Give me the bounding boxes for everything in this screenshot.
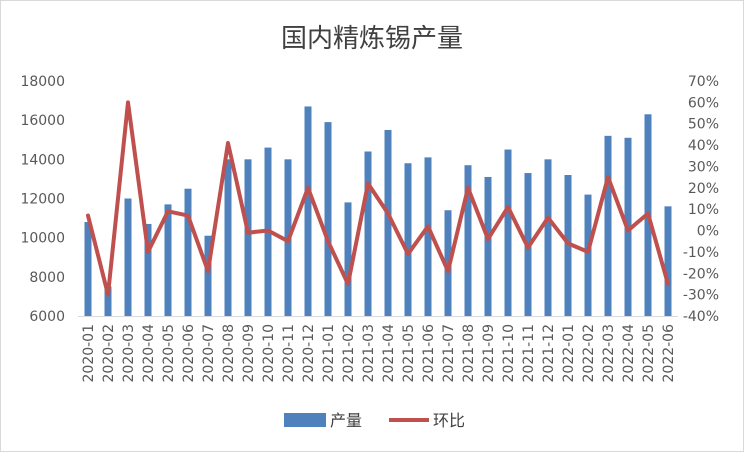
bar-2022-06 — [664, 206, 672, 316]
x-tick-label: 2021-09 — [481, 324, 497, 383]
bar-2021-09 — [484, 176, 492, 316]
legend: 产量 环比 — [284, 411, 465, 430]
bar-2021-01 — [324, 122, 332, 316]
x-tick-label: 2021-08 — [461, 324, 477, 383]
x-tick-label: 2021-01 — [321, 324, 337, 383]
y-right-tick-label: -20% — [683, 266, 719, 282]
x-tick-label: 2022-03 — [601, 324, 617, 383]
y-right-tick-label: -10% — [683, 245, 719, 261]
x-tick-label: 2022-01 — [561, 324, 577, 383]
x-tick-label: 2020-11 — [281, 324, 297, 383]
y-right-tick-label: 60% — [688, 95, 719, 111]
bar-2020-05 — [164, 204, 172, 316]
bar-2021-02 — [344, 202, 352, 316]
x-tick-label: 2021-11 — [521, 324, 537, 383]
bar-2020-12 — [304, 106, 312, 316]
x-tick-label: 2020-01 — [81, 324, 97, 383]
x-tick-label: 2020-09 — [241, 324, 257, 383]
bar-2020-03 — [124, 198, 132, 316]
y-right-tick-label: 0% — [697, 224, 719, 240]
y-right-tick-label: 50% — [688, 117, 719, 133]
x-tick-label: 2022-02 — [581, 324, 597, 383]
bar-2020-02 — [104, 286, 112, 316]
bar-2020-01 — [84, 222, 92, 316]
x-tick-label: 2020-02 — [101, 324, 117, 383]
y-left-tick-label: 6000 — [29, 309, 65, 325]
bar-2021-03 — [364, 151, 372, 316]
bar-2020-04 — [144, 223, 152, 316]
y-left-tick-label: 8000 — [29, 270, 65, 286]
x-tick-label: 2022-05 — [641, 324, 657, 383]
legend-swatch-bar — [284, 413, 326, 427]
x-tick-label: 2020-04 — [141, 324, 157, 383]
x-tick-label: 2021-05 — [401, 324, 417, 383]
bar-2021-06 — [424, 157, 432, 316]
x-tick-label: 2021-03 — [361, 324, 377, 383]
x-tick-label: 2020-08 — [221, 324, 237, 383]
y-right-tick-label: 20% — [688, 181, 719, 197]
y-right-tick-label: 40% — [688, 138, 719, 154]
axes-layer: 6000 8000 10000 12000 14000 16000 18000 -40% -30… — [20, 74, 719, 383]
legend-label-line: 环比 — [433, 411, 465, 430]
x-tick-label: 2021-12 — [541, 324, 557, 383]
x-tick-label: 2022-06 — [661, 324, 677, 383]
bar-2020-07 — [204, 235, 212, 316]
x-tick-label: 2020-03 — [121, 324, 137, 383]
bar-2022-03 — [604, 135, 612, 316]
x-tick-label: 2021-04 — [381, 324, 397, 383]
line-layer — [86, 100, 670, 297]
x-tick-label: 2021-02 — [341, 324, 357, 383]
bar-2021-04 — [384, 129, 392, 316]
x-tick-label: 2020-12 — [301, 324, 317, 383]
chart-title: 国内精炼锡产量 — [281, 24, 463, 54]
y-left-tick-label: 16000 — [20, 113, 65, 129]
x-tick-label: 2020-07 — [201, 324, 217, 383]
bar-2020-06 — [184, 188, 192, 316]
bar-2021-05 — [404, 163, 412, 316]
y-right-tick-label: 70% — [688, 74, 719, 90]
bar-2021-08 — [464, 165, 472, 316]
x-tick-label: 2020-05 — [161, 324, 177, 383]
x-tick-label: 2020-10 — [261, 324, 277, 383]
bar-2022-02 — [584, 194, 592, 316]
bar-2020-08 — [224, 159, 232, 316]
x-tick-label: 2020-06 — [181, 324, 197, 383]
y-right-tick-label: 30% — [688, 159, 719, 175]
bar-2020-09 — [244, 159, 252, 316]
x-tick-label: 2021-07 — [441, 324, 457, 383]
series-line-环比 — [86, 100, 670, 297]
y-left-tick-label: 12000 — [20, 192, 65, 208]
bar-2021-10 — [504, 149, 512, 316]
x-tick-label: 2021-06 — [421, 324, 437, 383]
y-left-tick-label: 18000 — [20, 74, 65, 90]
legend-label-bar: 产量 — [330, 411, 362, 430]
y-left-tick-label: 10000 — [20, 231, 65, 247]
bar-2021-12 — [544, 159, 552, 316]
y-left-tick-label: 14000 — [20, 152, 65, 168]
x-tick-label: 2022-04 — [621, 324, 637, 383]
x-tick-label: 2021-10 — [501, 324, 517, 383]
y-right-tick-label: -30% — [683, 288, 719, 304]
y-right-tick-label: -40% — [683, 309, 719, 325]
y-right-tick-label: 10% — [688, 202, 719, 218]
